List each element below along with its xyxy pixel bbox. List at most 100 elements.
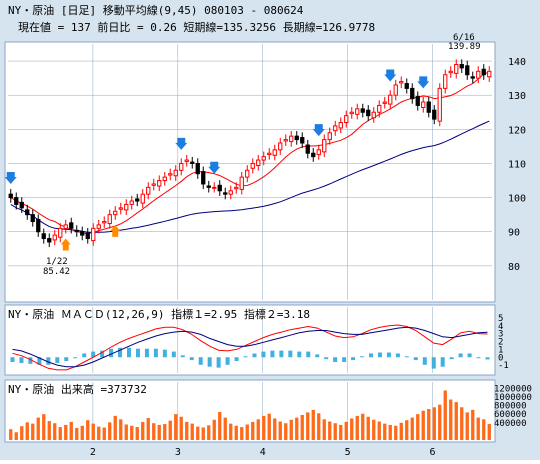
volume-bar: [124, 424, 128, 440]
candle-body: [184, 159, 189, 162]
volume-bar: [185, 421, 189, 440]
volume-bar: [388, 424, 392, 440]
candle-body: [102, 220, 107, 224]
candle-body: [443, 74, 448, 89]
candle-body: [96, 224, 101, 229]
sell-signal-arrow-icon: [417, 76, 430, 89]
macd-axis-tick: 5: [498, 314, 503, 324]
volume-bar: [460, 407, 464, 440]
macd-histogram-bar: [82, 353, 87, 358]
macd-histogram-bar: [153, 348, 158, 358]
sell-signal-arrow-icon: [175, 137, 188, 150]
macd-histogram-bar: [377, 352, 382, 358]
price-summary: 現在値 = 137 前日比 = 0.26 短期線=135.3256 長期線=12…: [18, 20, 375, 34]
candle-body: [118, 207, 123, 210]
macd-histogram-bar: [449, 357, 454, 360]
date-axis-tick: 5: [345, 447, 351, 458]
macd-histogram-bar: [109, 348, 114, 358]
volume-bar: [416, 414, 420, 440]
volume-bar: [240, 427, 244, 440]
volume-bar: [394, 425, 398, 440]
macd-histogram-bar: [55, 357, 60, 363]
volume-bar: [372, 419, 376, 440]
candle-body: [91, 227, 96, 242]
candle-body: [476, 70, 481, 79]
price-panel: [4, 41, 496, 303]
macd-histogram-bar: [225, 357, 230, 365]
volume-bar: [256, 419, 260, 440]
macd-histogram-bar: [171, 351, 176, 358]
volume-bar: [410, 417, 414, 440]
candle-body: [261, 156, 266, 161]
macd-axis-tick: -1: [498, 361, 509, 371]
volume-bar: [487, 423, 491, 440]
candle-body: [338, 122, 343, 129]
volume-bar: [119, 419, 123, 440]
macd-histogram-bar: [261, 351, 266, 358]
candle-body: [239, 176, 244, 190]
volume-bar: [284, 423, 288, 440]
candle-body: [294, 135, 299, 141]
macd-histogram-bar: [386, 352, 391, 358]
volume-bar: [135, 427, 139, 440]
volume-bar: [9, 429, 13, 440]
candle-body: [278, 142, 283, 151]
low-date-label: 1/22: [46, 257, 68, 267]
macd-histogram-bar: [458, 353, 463, 358]
candle-body: [8, 193, 13, 199]
price-axis-tick: 80: [508, 262, 520, 273]
candle-body: [228, 190, 233, 195]
macd-histogram-bar: [19, 357, 24, 363]
price-axis-tick: 90: [508, 228, 520, 239]
volume-axis-tick: 600000: [494, 410, 527, 420]
candle-body: [250, 162, 255, 169]
macd-histogram-bar: [118, 347, 123, 358]
date-axis-tick: 6: [430, 447, 436, 458]
price-axis-tick: 140: [508, 57, 526, 68]
macd-histogram-bar: [315, 354, 320, 358]
candle-body: [421, 101, 426, 108]
candle-body: [426, 101, 431, 113]
volume-bar: [42, 414, 46, 440]
macd-histogram-bar: [440, 357, 445, 367]
volume-bar: [366, 416, 370, 440]
candle-body: [14, 197, 19, 205]
price-axis-tick: 130: [508, 91, 526, 102]
macd-histogram-bar: [485, 357, 490, 360]
volume-bar: [163, 424, 167, 440]
candle-body: [201, 171, 206, 185]
moving-average-layer: [10, 71, 490, 235]
volume-bar: [64, 424, 68, 440]
volume-bar: [344, 421, 348, 440]
candle-body: [333, 125, 338, 132]
macd-axis-tick: 3: [498, 330, 503, 340]
volume-bar: [443, 390, 447, 440]
volume-bar: [113, 415, 117, 440]
volume-bar: [482, 419, 486, 440]
macd-layer: [10, 324, 490, 371]
candle-body: [327, 132, 332, 141]
macd-histogram-bar: [28, 357, 33, 364]
macd-histogram-bar: [297, 351, 302, 358]
volume-bar: [421, 410, 425, 440]
candle-body: [129, 200, 134, 205]
candle-body: [256, 159, 261, 167]
candle-body: [487, 70, 492, 78]
candle-body: [311, 152, 316, 158]
volume-bar: [201, 427, 205, 440]
volume-bar: [152, 423, 156, 440]
candle-body: [300, 137, 305, 144]
candle-body: [157, 180, 162, 187]
volume-bar: [190, 423, 194, 440]
macd-histogram-bar: [243, 356, 248, 358]
macd-axis-tick: 2: [498, 338, 503, 348]
high-date-label: 6/16: [453, 33, 475, 43]
signal-arrows-layer: [4, 69, 430, 251]
macd-axis-tick: 4: [498, 322, 503, 332]
candle-body: [63, 224, 68, 229]
candle-body: [212, 186, 217, 189]
date-axis-tick: 3: [175, 447, 181, 458]
candle-body: [58, 227, 63, 238]
